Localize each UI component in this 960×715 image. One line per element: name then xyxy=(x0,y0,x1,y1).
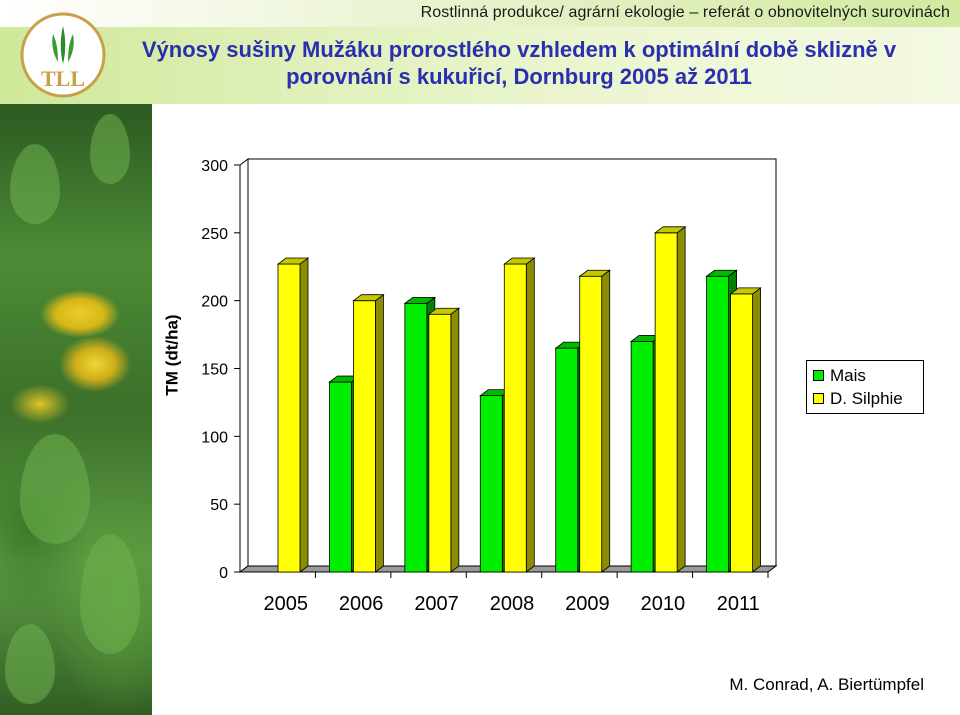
chart-legend: Mais D. Silphie xyxy=(806,360,924,414)
legend-item-mais: Mais xyxy=(813,364,917,387)
y-tick-label-150: 150 xyxy=(201,362,228,379)
plot-side-wall xyxy=(239,158,249,573)
y-tick-label-250: 250 xyxy=(201,226,228,243)
legend-swatch-mais xyxy=(813,370,824,381)
bar-d-silphie-2011 xyxy=(729,287,762,573)
x-tick-label-2006: 2006 xyxy=(339,593,384,615)
bar-d-silphie-2010 xyxy=(653,226,687,573)
y-tick-label-50: 50 xyxy=(210,497,228,514)
silphie-photo xyxy=(0,104,152,715)
bar-d-silphie-2009 xyxy=(578,269,611,573)
bar-d-silphie-2005 xyxy=(276,257,310,573)
x-tick-label-2008: 2008 xyxy=(490,593,535,615)
authors: M. Conrad, A. Biertümpfel xyxy=(729,675,924,694)
y-tick-label-100: 100 xyxy=(201,429,228,446)
x-tick-label-2007: 2007 xyxy=(414,593,459,615)
y-tick-label-200: 200 xyxy=(201,294,228,311)
y-tick-label-0: 0 xyxy=(219,565,228,582)
legend-label-silphie: D. Silphie xyxy=(830,388,903,408)
slide-title: Výnosy sušiny Mužáku prorostlého vzhlede… xyxy=(141,37,897,89)
legend-item-silphie: D. Silphie xyxy=(813,387,917,410)
y-axis-title: TM (dt/ha) xyxy=(163,314,183,396)
y-tick-label-300: 300 xyxy=(201,158,228,175)
x-tick-label-2005: 2005 xyxy=(263,593,308,615)
header-top-strip xyxy=(0,0,960,27)
tll-logo: TLL xyxy=(20,12,106,98)
legend-label-mais: Mais xyxy=(830,365,866,385)
bar-d-silphie-2008 xyxy=(503,257,536,573)
x-tick-label-2009: 2009 xyxy=(565,593,610,615)
header-topline: Rostlinná produkce/ agrární ekologie – r… xyxy=(420,4,950,21)
legend-swatch-silphie xyxy=(813,393,824,404)
x-tick-label-2011: 2011 xyxy=(717,593,760,615)
x-tick-label-2010: 2010 xyxy=(641,593,686,615)
logo-text: TLL xyxy=(41,66,85,91)
bar-d-silphie-2006 xyxy=(352,293,385,573)
bar-d-silphie-2007 xyxy=(427,307,461,573)
